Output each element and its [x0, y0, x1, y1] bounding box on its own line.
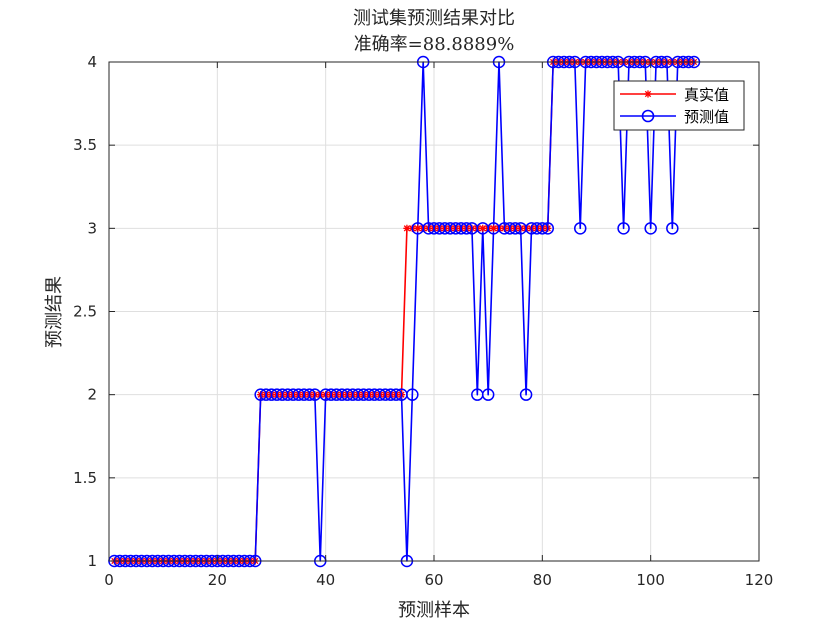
true-value-point [414, 224, 422, 232]
x-tick-label: 0 [104, 571, 114, 589]
y-tick-label: 2 [87, 386, 97, 404]
legend-box [613, 80, 745, 131]
predicted-value-point [574, 222, 587, 235]
predicted-value-point [617, 222, 630, 235]
predicted-value-point [536, 222, 549, 235]
y-axis-label: 预测结果 [44, 276, 65, 348]
chart-subtitle: 准确率=88.8889% [354, 34, 515, 55]
x-tick-label: 100 [636, 571, 665, 589]
predicted-value-point [666, 222, 679, 235]
predicted-value-point [406, 388, 419, 401]
legend-asterisk-icon [644, 90, 652, 98]
x-axis-label: 预测样本 [398, 600, 470, 621]
legend-label-true: 真实值 [684, 86, 729, 104]
y-tick-label: 4 [87, 53, 97, 71]
x-tick-label: 120 [745, 571, 774, 589]
chart-title: 测试集预测结果对比 [353, 8, 515, 29]
predicted-value-point [481, 388, 495, 401]
y-tick-label: 3.5 [73, 136, 97, 154]
x-tick-label: 80 [533, 571, 552, 589]
legend-label-pred: 预测值 [684, 108, 729, 126]
predicted-value-point [519, 388, 533, 401]
predicted-value-point [541, 222, 554, 235]
predicted-value-point [509, 222, 522, 235]
true-value-point [479, 224, 487, 232]
y-tick-label: 3 [87, 219, 97, 237]
predicted-value-point [303, 388, 316, 401]
predicted-value-point [644, 222, 657, 235]
y-tick-label: 1 [87, 552, 97, 570]
predicted-value-point [460, 222, 473, 235]
axis-ticks: 0 20 40 60 80 100 120 1 1.5 2 2.5 3 3.5 4 [73, 53, 773, 589]
predicted-value-point [389, 388, 403, 401]
x-tick-label: 40 [316, 571, 335, 589]
y-tick-label: 2.5 [73, 303, 97, 321]
x-tick-label: 20 [208, 571, 227, 589]
x-tick-label: 60 [424, 571, 443, 589]
legend-circle-icon [641, 109, 655, 123]
y-tick-label: 1.5 [73, 469, 97, 487]
legend: 真实值 预测值 [613, 80, 745, 131]
legend-asterisk-mark [644, 90, 652, 98]
